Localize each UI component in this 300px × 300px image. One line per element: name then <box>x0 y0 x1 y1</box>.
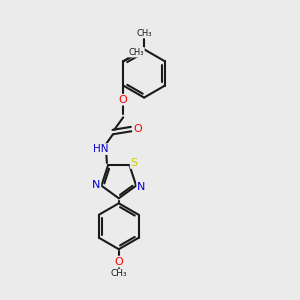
Text: S: S <box>131 158 138 168</box>
Text: CH₃: CH₃ <box>110 269 127 278</box>
Text: CH₃: CH₃ <box>128 48 144 57</box>
Text: CH₃: CH₃ <box>136 28 152 38</box>
Text: O: O <box>114 256 123 267</box>
Text: O: O <box>133 124 142 134</box>
Text: HN: HN <box>93 144 109 154</box>
Text: N: N <box>92 180 100 190</box>
Text: N: N <box>137 182 146 192</box>
Text: O: O <box>119 95 128 105</box>
